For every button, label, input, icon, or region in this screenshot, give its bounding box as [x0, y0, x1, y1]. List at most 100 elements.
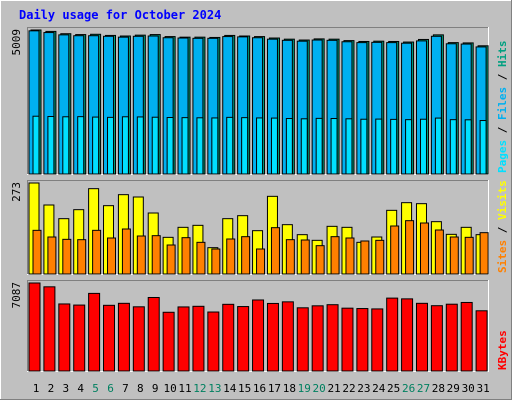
bar-kbytes-day-24 — [371, 308, 384, 372]
day-label-14: 14 — [223, 382, 237, 395]
bar-kbytes-day-7 — [117, 302, 130, 372]
bar-kbytes-day-14 — [222, 303, 235, 372]
day-label-5: 5 — [92, 382, 99, 395]
bar-kbytes-day-18 — [281, 301, 294, 372]
bar-sites-day-10 — [166, 244, 176, 275]
bar-sites-day-20 — [315, 245, 325, 275]
bar-kbytes-day-21 — [326, 304, 339, 372]
bar-kbytes-day-9 — [147, 296, 160, 372]
day-label-27: 27 — [417, 382, 430, 395]
bar-sites-day-3 — [62, 238, 72, 275]
bar-pages-day-14 — [226, 116, 234, 175]
day-label-12: 12 — [193, 382, 206, 395]
bar-pages-day-31 — [479, 120, 487, 175]
bar-pages-day-30 — [464, 119, 472, 175]
legend-separator: / — [496, 120, 509, 140]
panels-group: 5009 Pages / Files / Hits 273 Sites / Visit… — [10, 27, 509, 372]
bar-sites-day-17 — [270, 227, 280, 275]
bar-sites-day-29 — [449, 236, 459, 275]
day-label-10: 10 — [164, 382, 177, 395]
day-label-21: 21 — [327, 382, 340, 395]
bar-sites-day-7 — [121, 228, 131, 275]
bar-kbytes-day-8 — [132, 306, 145, 372]
bar-pages-day-20 — [315, 117, 323, 175]
bar-kbytes-day-1 — [28, 282, 41, 372]
bar-sites-day-8 — [136, 235, 146, 275]
day-label-23: 23 — [357, 382, 370, 395]
legend-separator: / — [496, 220, 509, 240]
bar-sites-day-19 — [300, 239, 310, 275]
bar-kbytes-day-3 — [58, 303, 71, 372]
bar-pages-day-24 — [375, 118, 383, 175]
bar-sites-day-14 — [226, 238, 236, 275]
bar-kbytes-day-20 — [311, 305, 324, 372]
bar-kbytes-day-2 — [43, 286, 56, 372]
bar-kbytes-day-11 — [177, 306, 190, 372]
bar-pages-day-26 — [405, 119, 413, 175]
bar-kbytes-day-15 — [237, 306, 250, 372]
bar-pages-day-2 — [47, 116, 55, 175]
day-label-17: 17 — [268, 382, 281, 395]
bar-sites-day-25 — [390, 225, 400, 275]
bar-kbytes-day-5 — [88, 292, 101, 372]
bar-kbytes-day-30 — [460, 301, 473, 372]
bar-sites-day-4 — [77, 239, 87, 275]
day-label-6: 6 — [107, 382, 114, 395]
bar-pages-day-6 — [107, 116, 115, 175]
legend-separator: / — [496, 67, 509, 87]
day-label-28: 28 — [432, 382, 445, 395]
bar-pages-day-27 — [419, 118, 427, 175]
day-label-9: 9 — [152, 382, 159, 395]
bar-sites-day-6 — [107, 237, 117, 275]
legend-kbytes: KBytes — [496, 330, 509, 370]
bar-pages-day-22 — [345, 118, 353, 175]
day-label-13: 13 — [208, 382, 221, 395]
x-axis-day-labels: 1 2 3 4 5 6 7 8 9 10 11 12 13 14 15 16 17 18 19 20 21 22 23 24 2… — [33, 382, 490, 395]
panel-kbytes: 7087 KBytes — [10, 280, 509, 372]
bar-pages-day-15 — [241, 117, 249, 175]
day-label-20: 20 — [313, 382, 326, 395]
bar-pages-day-25 — [390, 118, 398, 175]
day-label-24: 24 — [372, 382, 386, 395]
bar-kbytes-day-31 — [475, 310, 488, 372]
legend-hits: Hits — [496, 41, 509, 68]
bar-sites-day-24 — [375, 239, 385, 275]
day-label-2: 2 — [48, 382, 55, 395]
bar-kbytes-day-29 — [445, 303, 458, 372]
legend-files: Files — [496, 87, 509, 120]
panel-hits-files-pages: 5009 Pages / Files / Hits — [10, 27, 509, 175]
bar-sites-day-21 — [330, 236, 340, 275]
day-label-16: 16 — [253, 382, 266, 395]
bar-kbytes-day-28 — [430, 305, 443, 372]
day-label-26: 26 — [402, 382, 415, 395]
ymax-label: 273 — [10, 182, 23, 202]
ymax-label: 5009 — [10, 29, 23, 56]
bar-kbytes-day-23 — [356, 308, 369, 372]
legend-visits: Visits — [496, 180, 509, 220]
bar-pages-day-23 — [360, 118, 368, 175]
bar-pages-day-1 — [32, 115, 40, 175]
bar-kbytes-day-26 — [401, 298, 414, 372]
bar-sites-day-2 — [47, 236, 57, 275]
legend-hits-files-pages: Pages / Files / Hits — [496, 41, 509, 174]
bar-pages-day-8 — [136, 116, 144, 175]
bar-pages-day-16 — [256, 117, 264, 175]
bar-pages-day-3 — [62, 116, 70, 175]
legend-kbytes: KBytes — [496, 330, 509, 370]
bar-kbytes-day-16 — [252, 299, 265, 372]
bar-pages-day-7 — [121, 116, 129, 175]
bar-sites-day-18 — [285, 239, 295, 275]
bar-kbytes-day-4 — [73, 304, 86, 372]
day-label-19: 19 — [298, 382, 311, 395]
day-label-8: 8 — [137, 382, 144, 395]
bar-sites-day-13 — [211, 248, 221, 275]
bar-pages-day-28 — [434, 117, 442, 175]
legend-sites: Sites — [496, 240, 509, 273]
bar-sites-day-12 — [196, 241, 206, 275]
bar-sites-day-15 — [241, 236, 251, 275]
day-label-29: 29 — [447, 382, 460, 395]
day-label-31: 31 — [476, 382, 489, 395]
day-label-18: 18 — [283, 382, 296, 395]
bar-kbytes-day-27 — [415, 302, 428, 372]
